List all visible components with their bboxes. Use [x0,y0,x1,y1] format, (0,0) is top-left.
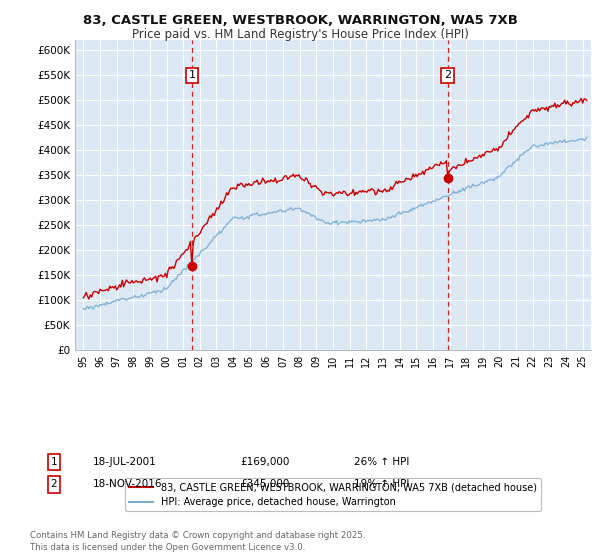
Text: Contains HM Land Registry data © Crown copyright and database right 2025.
This d: Contains HM Land Registry data © Crown c… [30,531,365,552]
Text: 18-JUL-2001: 18-JUL-2001 [93,457,157,467]
Text: 18-NOV-2016: 18-NOV-2016 [93,479,163,489]
Text: 1: 1 [50,457,58,467]
Text: 1: 1 [188,71,196,80]
Text: £169,000: £169,000 [240,457,289,467]
Text: 19% ↑ HPI: 19% ↑ HPI [354,479,409,489]
Text: 83, CASTLE GREEN, WESTBROOK, WARRINGTON, WA5 7XB: 83, CASTLE GREEN, WESTBROOK, WARRINGTON,… [83,14,517,27]
Text: 2: 2 [50,479,58,489]
Text: 2: 2 [444,71,451,80]
Text: £345,000: £345,000 [240,479,289,489]
Text: Price paid vs. HM Land Registry's House Price Index (HPI): Price paid vs. HM Land Registry's House … [131,28,469,41]
Legend: 83, CASTLE GREEN, WESTBROOK, WARRINGTON, WA5 7XB (detached house), HPI: Average : 83, CASTLE GREEN, WESTBROOK, WARRINGTON,… [125,478,541,511]
Text: 26% ↑ HPI: 26% ↑ HPI [354,457,409,467]
